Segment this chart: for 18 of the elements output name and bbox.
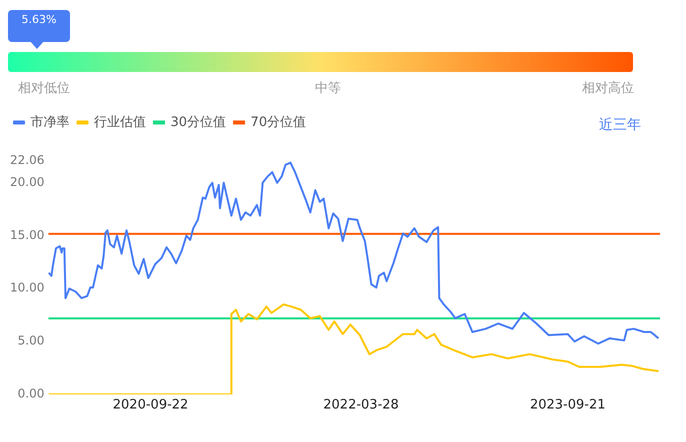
text: 5.63% bbox=[20, 13, 58, 26]
x-tick-label: 2022-03-28 bbox=[323, 398, 399, 413]
text: 相对高位 bbox=[582, 80, 634, 97]
text: 相对低位 bbox=[18, 80, 70, 97]
y-tick-label: 22.06 bbox=[10, 153, 44, 168]
text: 近三年 bbox=[599, 116, 641, 134]
legend-label: 市净率 bbox=[30, 114, 70, 130]
y-tick-label: 20.00 bbox=[10, 174, 44, 189]
legend-label: 70分位值 bbox=[250, 114, 306, 130]
x-tick-label: 2020-09-22 bbox=[112, 398, 188, 413]
x-tick-label: 2023-09-21 bbox=[530, 398, 606, 413]
legend-label: 30分位值 bbox=[170, 114, 226, 130]
y-tick-label: 10.00 bbox=[10, 280, 44, 295]
legend-label: 行业估值 bbox=[94, 114, 146, 130]
y-tick-label: 5.00 bbox=[18, 334, 44, 348]
y-tick-label: 15.00 bbox=[10, 228, 44, 242]
y-tick-label: 0.00 bbox=[18, 386, 44, 401]
text: 中等 bbox=[315, 80, 341, 97]
